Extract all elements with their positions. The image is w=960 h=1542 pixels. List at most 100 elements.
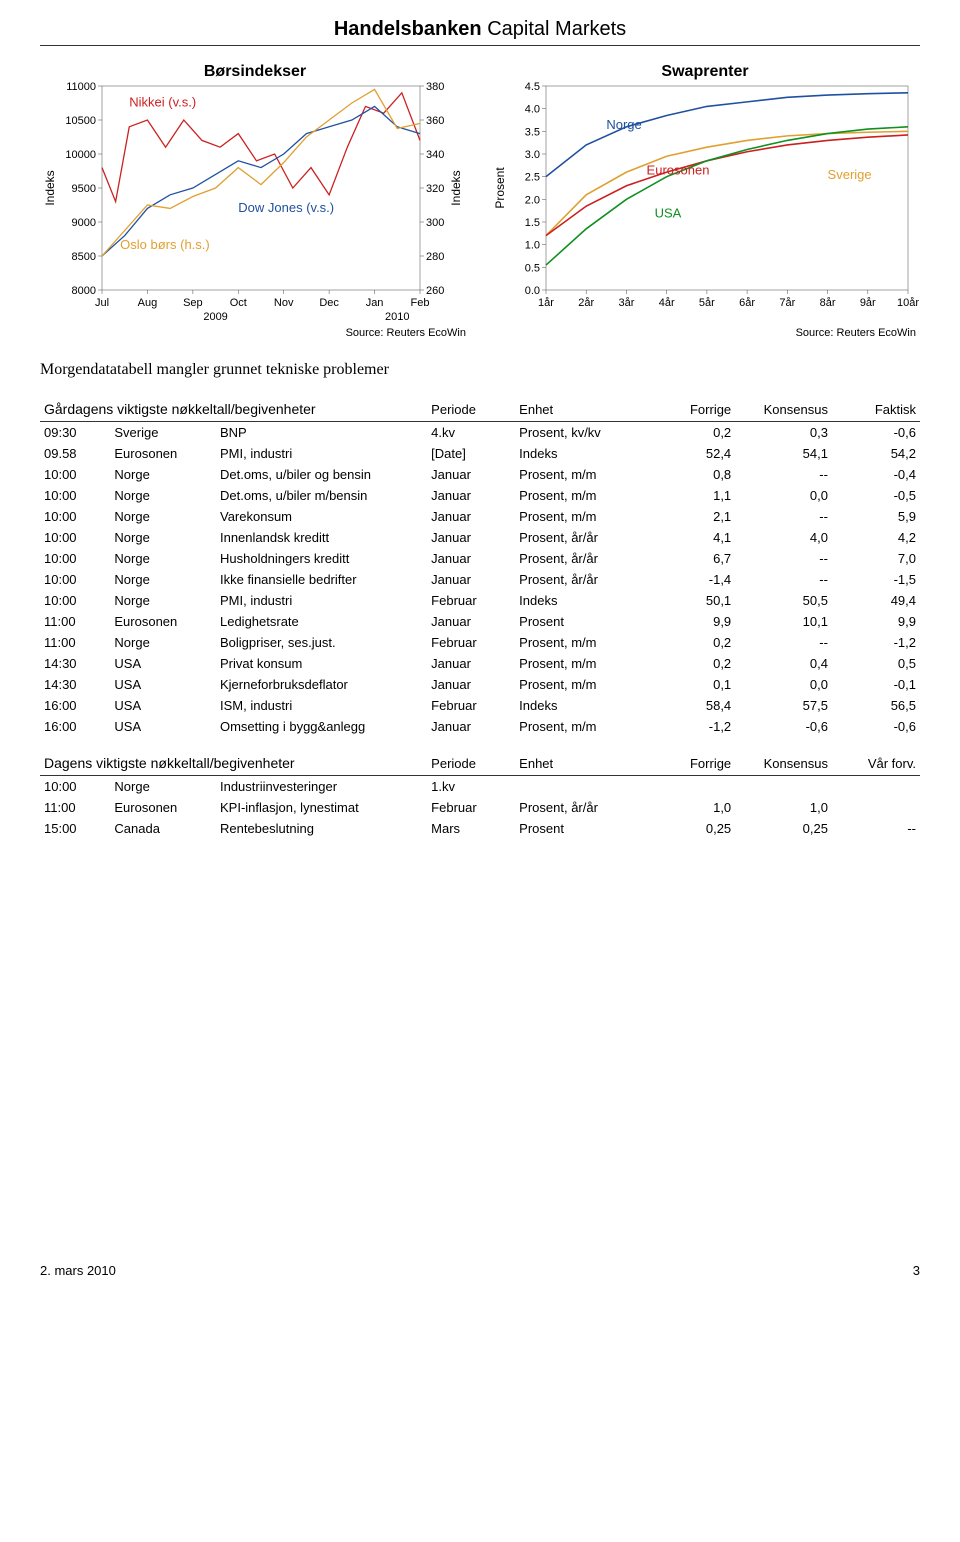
cell: 52,4 (647, 443, 735, 464)
svg-text:Dow Jones (v.s.): Dow Jones (v.s.) (238, 200, 334, 215)
col-header: Enhet (515, 751, 647, 776)
svg-text:Indeks: Indeks (43, 170, 57, 205)
svg-text:3.0: 3.0 (525, 149, 540, 161)
svg-text:Source: Reuters EcoWin: Source: Reuters EcoWin (346, 327, 466, 339)
cell: Januar (427, 506, 515, 527)
svg-text:Norge: Norge (606, 117, 641, 132)
cell: Prosent, m/m (515, 632, 647, 653)
svg-text:3år: 3år (618, 297, 634, 309)
cell: Norge (110, 464, 216, 485)
svg-text:Jan: Jan (366, 297, 384, 309)
cell: Prosent (515, 818, 647, 839)
svg-text:8år: 8år (820, 297, 836, 309)
cell: -0,6 (735, 716, 832, 737)
cell: Norge (110, 632, 216, 653)
table-yesterday: Gårdagens viktigste nøkkeltall/begivenhe… (40, 397, 920, 737)
cell: Indeks (515, 443, 647, 464)
svg-text:Oslo børs (h.s.): Oslo børs (h.s.) (120, 237, 210, 252)
cell: Norge (110, 485, 216, 506)
svg-text:Eurosonen: Eurosonen (647, 162, 710, 177)
cell: -- (832, 818, 920, 839)
footer-page: 3 (913, 1263, 920, 1278)
cell: Canada (110, 818, 216, 839)
cell: Boligpriser, ses.just. (216, 632, 427, 653)
svg-text:Oct: Oct (230, 297, 247, 309)
cell: Industriinvesteringer (216, 776, 427, 798)
page-header: Handelsbanken Capital Markets (40, 18, 920, 46)
svg-text:Jul: Jul (95, 297, 109, 309)
cell: 09:30 (40, 422, 110, 444)
cell: -1,4 (647, 569, 735, 590)
brand-name: Handelsbanken (334, 18, 482, 40)
svg-text:9000: 9000 (72, 217, 96, 229)
cell: 10:00 (40, 569, 110, 590)
cell: 10:00 (40, 464, 110, 485)
cell: Prosent, m/m (515, 464, 647, 485)
cell: 16:00 (40, 716, 110, 737)
cell: ISM, industri (216, 695, 427, 716)
svg-text:Nikkei (v.s.): Nikkei (v.s.) (129, 94, 196, 109)
cell: 10:00 (40, 485, 110, 506)
svg-text:Nov: Nov (274, 297, 294, 309)
table-row: 10:00NorgeHusholdningers kredittJanuarPr… (40, 548, 920, 569)
cell: 0,2 (647, 653, 735, 674)
cell: Eurosonen (110, 443, 216, 464)
cell: 7,0 (832, 548, 920, 569)
svg-text:340: 340 (426, 149, 444, 161)
cell: 10:00 (40, 776, 110, 798)
cell: 2,1 (647, 506, 735, 527)
table-row: 11:00NorgeBoligpriser, ses.just.FebruarP… (40, 632, 920, 653)
cell: -0,1 (832, 674, 920, 695)
cell: Sverige (110, 422, 216, 444)
cell: 14:30 (40, 674, 110, 695)
cell: 50,5 (735, 590, 832, 611)
cell: Det.oms, u/biler m/bensin (216, 485, 427, 506)
table-row: 16:00USAISM, industriFebruarIndeks58,457… (40, 695, 920, 716)
cell: Mars (427, 818, 515, 839)
cell: -1,5 (832, 569, 920, 590)
svg-text:260: 260 (426, 285, 444, 297)
cell: Husholdningers kreditt (216, 548, 427, 569)
cell: Indeks (515, 590, 647, 611)
cell: Januar (427, 611, 515, 632)
cell: 16:00 (40, 695, 110, 716)
cell: USA (110, 716, 216, 737)
svg-text:2.0: 2.0 (525, 194, 540, 206)
cell: Prosent, m/m (515, 716, 647, 737)
cell: 4,2 (832, 527, 920, 548)
svg-text:Source: Reuters EcoWin: Source: Reuters EcoWin (796, 327, 916, 339)
cell: Indeks (515, 695, 647, 716)
svg-text:300: 300 (426, 217, 444, 229)
cell: 0,5 (832, 653, 920, 674)
cell: Februar (427, 590, 515, 611)
table-today: Dagens viktigste nøkkeltall/begivenheter… (40, 751, 920, 839)
cell: Eurosonen (110, 797, 216, 818)
cell (515, 776, 647, 798)
cell: Innenlandsk kreditt (216, 527, 427, 548)
col-header: Vår forv. (832, 751, 920, 776)
table-row: 11:00EurosonenKPI-inflasjon, lynestimatF… (40, 797, 920, 818)
cell: BNP (216, 422, 427, 444)
svg-text:1.0: 1.0 (525, 240, 540, 252)
cell: 0,2 (647, 422, 735, 444)
svg-text:7år: 7år (779, 297, 795, 309)
table-row: 10:00NorgeVarekonsumJanuarProsent, m/m2,… (40, 506, 920, 527)
svg-text:11000: 11000 (66, 81, 96, 93)
cell: -0,6 (832, 422, 920, 444)
cell (832, 797, 920, 818)
cell: 09.58 (40, 443, 110, 464)
cell: KPI-inflasjon, lynestimat (216, 797, 427, 818)
cell: Prosent (515, 611, 647, 632)
cell: 0,1 (647, 674, 735, 695)
cell: Februar (427, 797, 515, 818)
svg-text:Aug: Aug (138, 297, 158, 309)
brand-sub: Capital Markets (487, 18, 626, 40)
cell: [Date] (427, 443, 515, 464)
cell: PMI, industri (216, 443, 427, 464)
cell: 10,1 (735, 611, 832, 632)
cell: 9,9 (832, 611, 920, 632)
cell: Prosent, m/m (515, 485, 647, 506)
cell: 0,4 (735, 653, 832, 674)
cell: 58,4 (647, 695, 735, 716)
cell: USA (110, 653, 216, 674)
